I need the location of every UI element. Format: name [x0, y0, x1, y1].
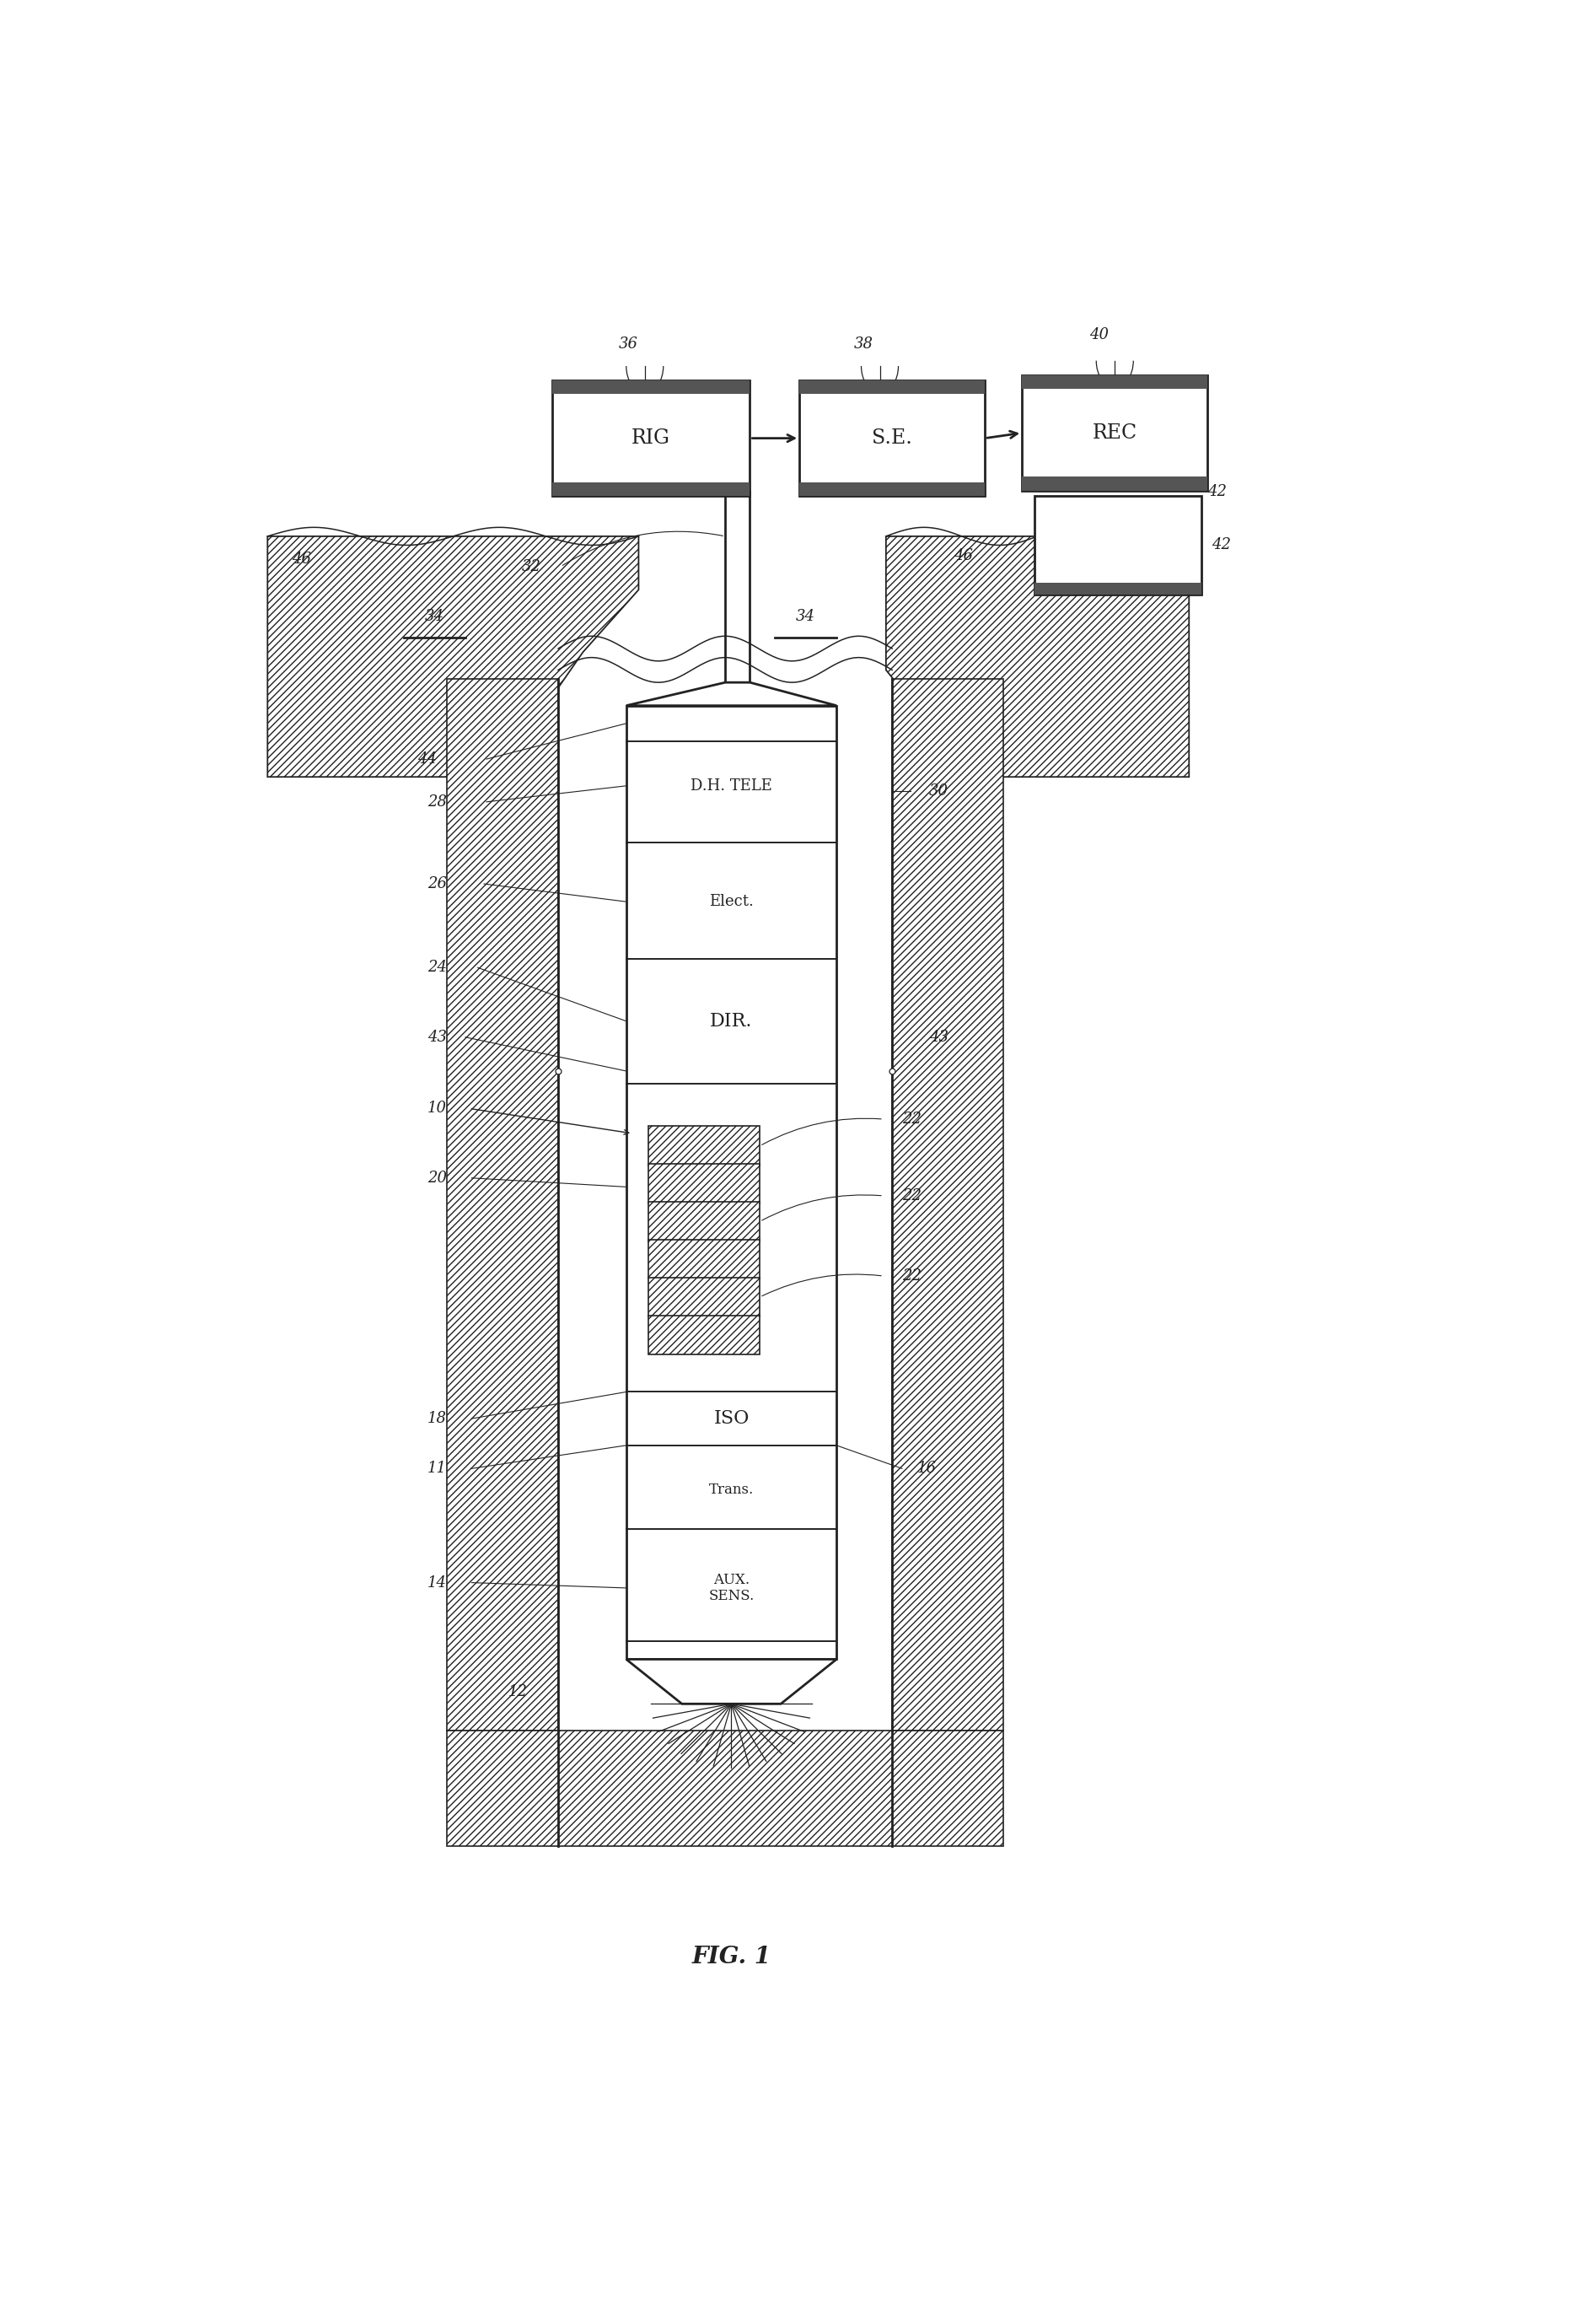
Bar: [447, 678, 559, 1732]
Text: 28: 28: [428, 794, 447, 810]
Bar: [1021, 477, 1208, 491]
Text: 11: 11: [428, 1461, 447, 1477]
Bar: [1021, 375, 1208, 389]
Bar: [1034, 495, 1202, 595]
Text: 14: 14: [428, 1574, 447, 1590]
Text: 38: 38: [854, 336, 873, 352]
Text: 10: 10: [428, 1102, 447, 1116]
Text: 43: 43: [428, 1030, 447, 1044]
Text: 18: 18: [428, 1412, 447, 1426]
Text: ISO: ISO: [713, 1410, 749, 1428]
Text: 26: 26: [428, 877, 447, 891]
Text: 22: 22: [902, 1269, 921, 1283]
Text: 44: 44: [418, 752, 437, 766]
Text: 36: 36: [619, 336, 638, 352]
Bar: [892, 678, 1004, 1732]
Text: D.H. TELE: D.H. TELE: [691, 778, 772, 794]
Text: FIG. 1: FIG. 1: [691, 1945, 771, 1968]
Text: 20: 20: [428, 1171, 447, 1185]
Polygon shape: [268, 537, 638, 778]
Bar: [1021, 375, 1208, 491]
Bar: [800, 482, 985, 495]
Text: 42: 42: [1211, 537, 1231, 553]
Text: 22: 22: [902, 1188, 921, 1204]
Text: Trans.: Trans.: [709, 1484, 753, 1498]
Bar: [1034, 583, 1202, 595]
Text: S.E.: S.E.: [871, 428, 913, 447]
Bar: [552, 482, 750, 495]
Bar: [648, 1127, 760, 1164]
Text: 30: 30: [929, 782, 948, 799]
Text: DIR.: DIR.: [710, 1012, 753, 1030]
Text: 46: 46: [954, 549, 974, 563]
Text: 43: 43: [929, 1030, 948, 1044]
Bar: [648, 1239, 760, 1278]
Polygon shape: [886, 537, 1189, 778]
Text: 22: 22: [902, 1111, 921, 1127]
Bar: [626, 706, 836, 1660]
Text: 40: 40: [1088, 326, 1109, 343]
Text: 46: 46: [292, 551, 311, 567]
Bar: [552, 380, 750, 394]
Text: AUX.
SENS.: AUX. SENS.: [709, 1572, 755, 1604]
Bar: [648, 1164, 760, 1204]
Text: 16: 16: [916, 1461, 937, 1477]
Bar: [648, 1278, 760, 1317]
Polygon shape: [447, 1732, 1004, 1847]
Text: RIG: RIG: [632, 428, 670, 447]
Text: 42: 42: [1208, 484, 1227, 500]
Bar: [552, 380, 750, 495]
Text: 32: 32: [522, 558, 541, 574]
Text: 12: 12: [508, 1683, 527, 1699]
Bar: [648, 1315, 760, 1354]
Polygon shape: [626, 1660, 836, 1704]
Bar: [800, 380, 985, 394]
Bar: [800, 380, 985, 495]
Text: 34: 34: [425, 609, 444, 625]
Polygon shape: [626, 683, 836, 706]
Text: 34: 34: [796, 609, 816, 625]
Text: 24: 24: [428, 961, 447, 975]
Text: REC: REC: [1092, 424, 1138, 442]
Text: Elect.: Elect.: [709, 894, 753, 910]
Bar: [648, 1201, 760, 1241]
